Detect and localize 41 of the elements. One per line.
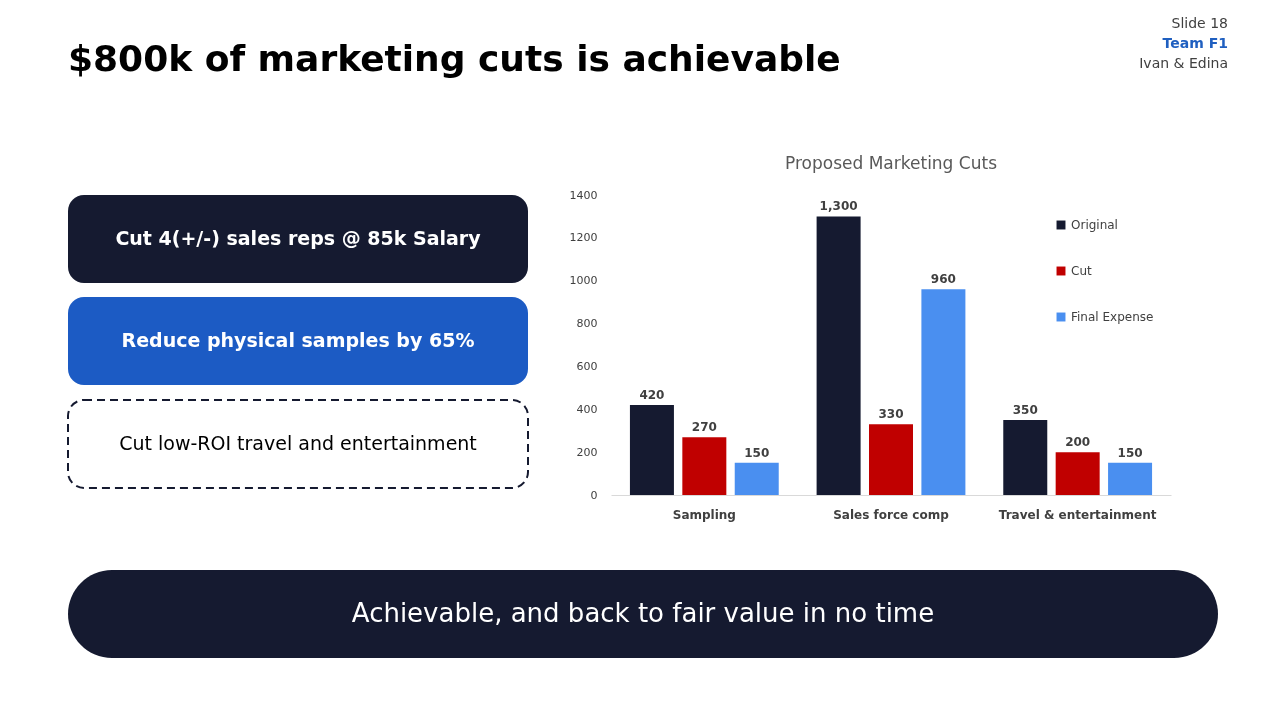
legend-label: Final Expense <box>1071 310 1154 324</box>
text: 270 <box>691 420 717 435</box>
bar <box>1108 462 1153 495</box>
chart-title: $800k of marketing cuts is achievable <box>68 38 841 79</box>
chart-subtitle: Proposed Marketing Cuts <box>785 153 998 173</box>
bar <box>629 405 674 495</box>
x-tick-label: Travel & entertainment <box>998 507 1157 522</box>
bar <box>682 437 727 495</box>
bar <box>734 462 779 495</box>
text: Ivan & Edina <box>1139 55 1228 71</box>
y-tick-label: 1400 <box>569 188 598 202</box>
text: 960 <box>930 272 956 287</box>
y-tick-label: 600 <box>576 359 598 373</box>
text: 1,300 <box>819 199 858 214</box>
y-tick-label: 1000 <box>569 274 598 288</box>
text: Team F1 <box>1162 35 1228 51</box>
bar <box>1055 452 1100 495</box>
bar <box>921 289 966 495</box>
legend-label: Original <box>1071 218 1118 232</box>
x-tick-label: Sampling <box>672 507 736 522</box>
text: Achievable, and back to fair value in no time <box>351 598 935 628</box>
x-tick-label: Sales force comp <box>833 507 950 522</box>
y-tick-label: 0 <box>590 488 598 502</box>
text: Cut low-ROI travel and entertainment <box>119 432 477 454</box>
bar <box>1003 420 1048 495</box>
text: 200 <box>1065 435 1091 450</box>
text: Reduce physical samples by 65% <box>121 329 475 351</box>
text: 350 <box>1012 403 1038 417</box>
text: 150 <box>744 445 770 460</box>
text: Cut 4(+/-) sales reps @ 85k Salary <box>115 227 482 249</box>
legend-label: Cut <box>1071 264 1092 278</box>
y-tick-label: 200 <box>576 445 598 459</box>
y-tick-label: 1200 <box>569 231 598 245</box>
text: Slide 18 <box>1171 15 1228 31</box>
y-tick-label: 400 <box>576 402 598 416</box>
bar <box>869 424 913 495</box>
text: 150 <box>1117 445 1143 460</box>
text: 420 <box>639 388 665 402</box>
bar <box>816 216 861 495</box>
text: 330 <box>878 407 904 422</box>
y-tick-label: 800 <box>576 317 598 331</box>
